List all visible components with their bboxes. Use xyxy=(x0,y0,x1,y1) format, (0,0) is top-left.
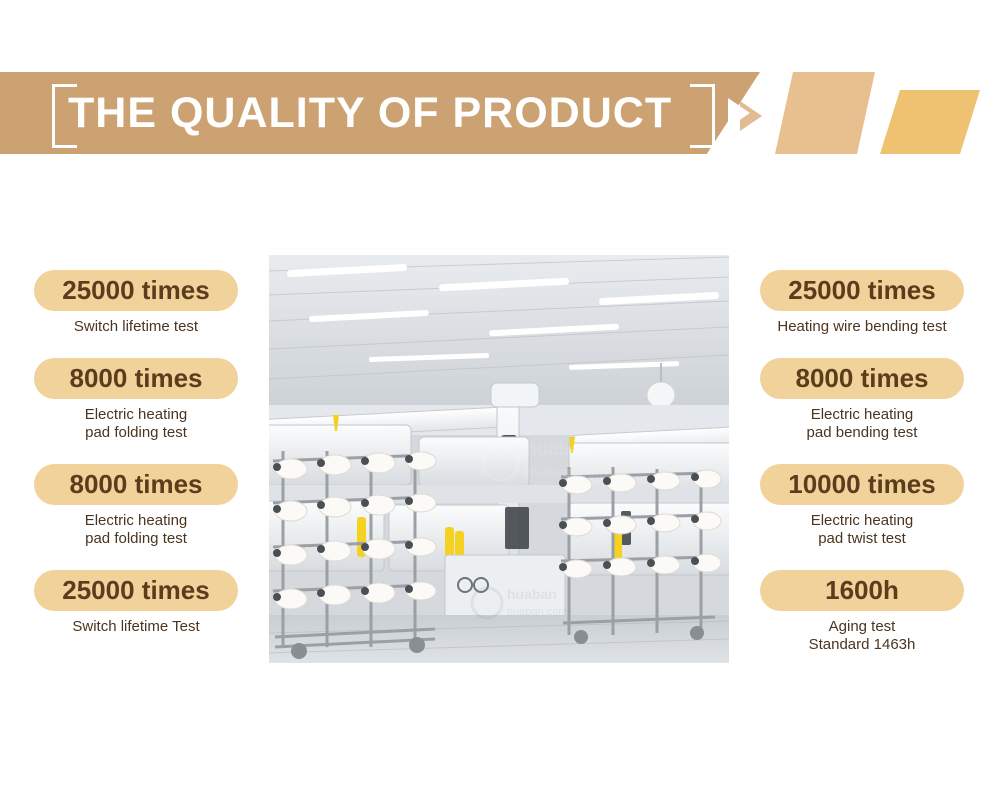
corner-bracket-right-icon xyxy=(690,84,715,148)
spec-value-badge: 8000 times xyxy=(760,358,964,399)
banner-bar-shape xyxy=(0,72,760,154)
spec-item: 25000 times Switch lifetime test xyxy=(18,270,254,336)
spec-caption: Electric heating pad folding test xyxy=(84,512,188,547)
spec-item: 25000 times Switch lifetime Test xyxy=(18,570,254,636)
spec-value-badge: 8000 times xyxy=(34,464,238,505)
factory-photo: huaban huaban.com huaban huaban.com xyxy=(269,255,729,663)
header-banner: THE QUALITY OF PRODUCT xyxy=(0,72,1000,154)
svg-text:huaban: huaban xyxy=(525,439,593,460)
spec-value-badge: 25000 times xyxy=(34,570,238,611)
svg-text:huaban.com: huaban.com xyxy=(525,464,608,481)
spec-caption: Electric heating pad twist test xyxy=(810,512,914,547)
svg-text:huaban: huaban xyxy=(507,586,557,602)
spec-value-badge: 1600h xyxy=(760,570,964,611)
spec-caption: Electric heating pad folding test xyxy=(84,406,188,441)
spec-item: 8000 times Electric heating pad folding … xyxy=(18,358,254,442)
left-spec-column: 25000 times Switch lifetime test 8000 ti… xyxy=(18,270,254,658)
spec-caption: Switch lifetime Test xyxy=(72,618,200,635)
spec-value-badge: 8000 times xyxy=(34,358,238,399)
banner-stripe-light xyxy=(775,72,875,154)
play-arrow-icon xyxy=(728,98,750,128)
svg-text:huaban.com: huaban.com xyxy=(507,606,568,618)
spec-value-badge: 25000 times xyxy=(760,270,964,311)
spec-caption: Aging test Standard 1463h xyxy=(808,618,916,653)
spec-item: 8000 times Electric heating pad folding … xyxy=(18,464,254,548)
right-spec-column: 25000 times Heating wire bending test 80… xyxy=(744,270,980,676)
spec-item: 8000 times Electric heating pad bending … xyxy=(744,358,980,442)
spec-caption: Heating wire bending test xyxy=(777,318,947,335)
spec-item: 10000 times Electric heating pad twist t… xyxy=(744,464,980,548)
spec-value-badge: 10000 times xyxy=(760,464,964,505)
spec-item: 1600h Aging test Standard 1463h xyxy=(744,570,980,654)
spec-item: 25000 times Heating wire bending test xyxy=(744,270,980,336)
corner-bracket-left-icon xyxy=(52,84,77,148)
spec-caption: Electric heating pad bending test xyxy=(806,406,918,441)
page-title: THE QUALITY OF PRODUCT xyxy=(68,89,673,137)
banner-stripe-gold xyxy=(880,90,980,154)
spec-value-badge: 25000 times xyxy=(34,270,238,311)
spec-caption: Switch lifetime test xyxy=(73,318,199,335)
